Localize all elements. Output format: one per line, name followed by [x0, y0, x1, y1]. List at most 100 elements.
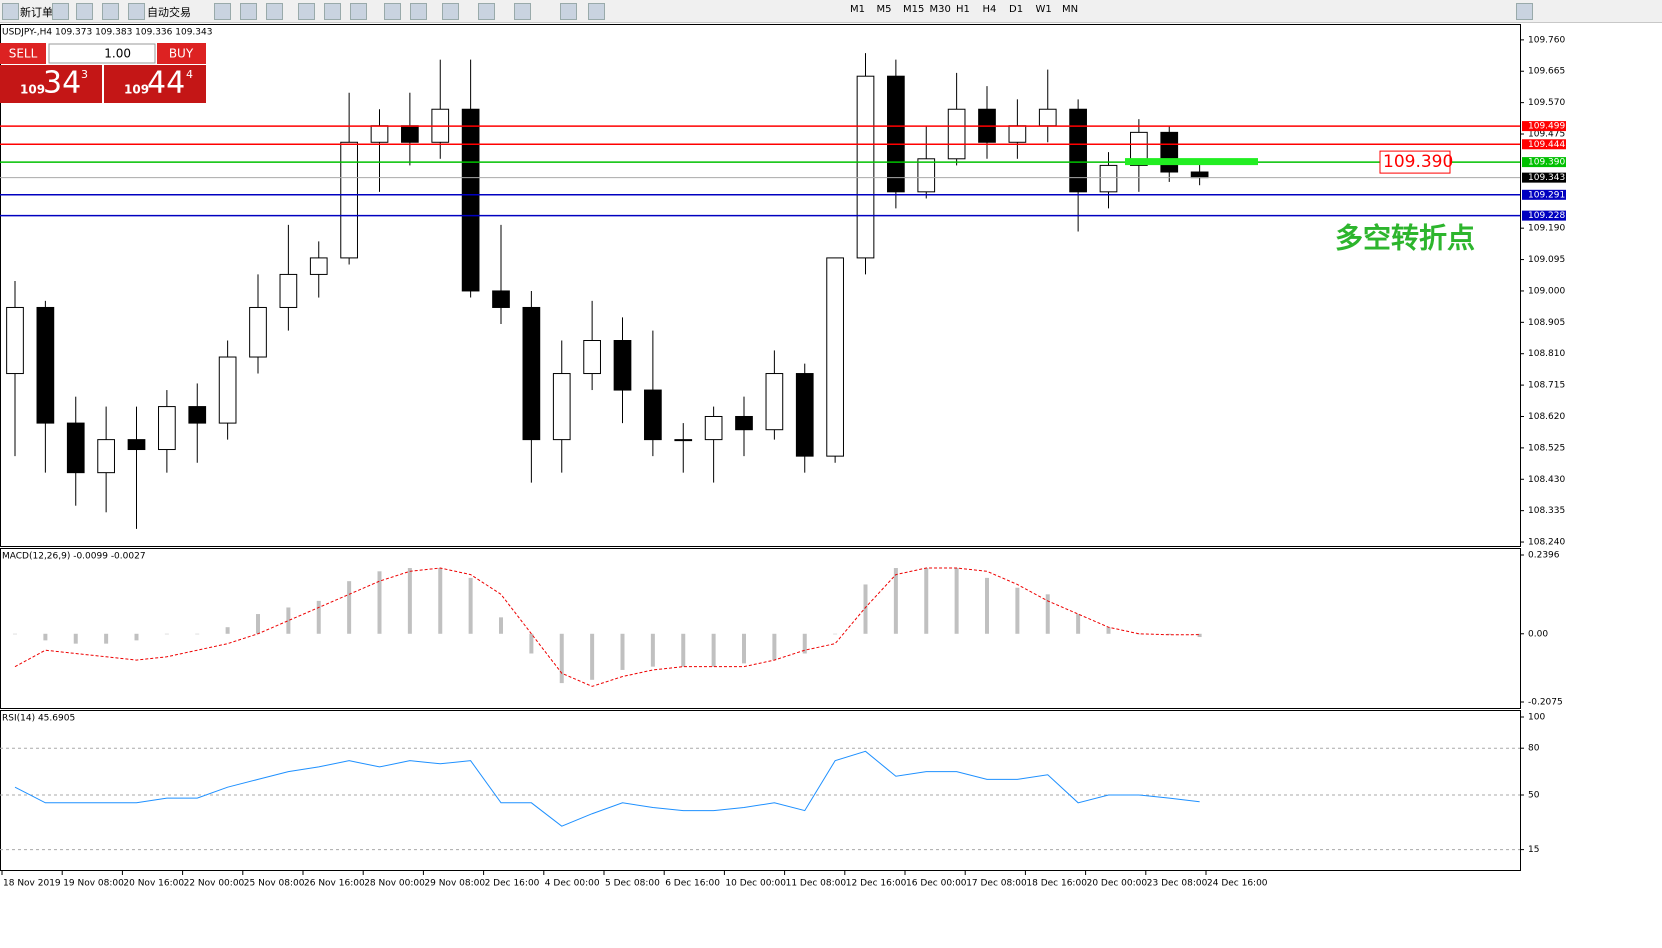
candle-body: [765, 373, 784, 431]
candle-body: [1130, 131, 1148, 166]
icon[interactable]: [214, 3, 231, 20]
candle-body: [66, 422, 85, 474]
macd-bar: [13, 633, 17, 635]
icon[interactable]: [410, 3, 427, 20]
candle-body: [674, 439, 693, 442]
macd-bar: [134, 633, 139, 641]
level-label-bg: [1522, 157, 1566, 168]
candle-body: [36, 306, 55, 424]
new-order-icon[interactable]: [2, 3, 19, 20]
y-tick-label: 80: [1528, 744, 1540, 754]
candle-body: [340, 141, 358, 259]
level-label-bg: [1522, 189, 1566, 200]
macd-bar: [1197, 633, 1202, 638]
candle-body: [795, 373, 814, 457]
search-icon[interactable]: [1516, 3, 1533, 20]
candle-body: [309, 257, 328, 275]
y-tick-label: -0.2075: [1528, 698, 1563, 708]
x-tick-label: 4 Dec 00:00: [545, 879, 600, 889]
level-label: 109.444: [1528, 140, 1565, 150]
buy-price-box[interactable]: [104, 65, 206, 103]
timeframe-button[interactable]: MN: [1062, 4, 1079, 15]
timeframe-button[interactable]: W1: [1035, 4, 1052, 15]
macd-bar: [225, 627, 230, 634]
y-tick-label: 15: [1528, 845, 1539, 855]
candle-body: [401, 125, 419, 143]
auto-trading-icon[interactable]: [128, 3, 145, 20]
sell-price-box[interactable]: [0, 65, 102, 103]
macd-bar: [1136, 633, 1141, 635]
macd-bar: [499, 617, 503, 634]
toolbar: 新订单 自动交易 M1 M5 M15 M30 H1 H4 D1 W1 MN: [0, 0, 1662, 23]
price-fraction: 4: [186, 68, 193, 81]
x-tick-label: 29 Nov 08:00: [424, 879, 485, 889]
level-label-bg: [1522, 139, 1566, 150]
icon[interactable]: [478, 3, 495, 20]
icon[interactable]: [240, 3, 257, 20]
timeframe-button[interactable]: H4: [982, 4, 997, 15]
icon[interactable]: [514, 3, 531, 20]
macd-bar: [742, 633, 746, 664]
icon[interactable]: [588, 3, 605, 20]
candle-body: [522, 306, 541, 441]
icon[interactable]: [350, 3, 367, 20]
sell-label: SELL: [9, 47, 38, 61]
y-tick-label: 100: [1528, 713, 1545, 723]
timeframe-button[interactable]: M15: [903, 4, 925, 15]
candle-body: [158, 406, 176, 451]
macd-title: MACD(12,26,9) -0.0099 -0.0027: [2, 552, 146, 562]
timeframe-button[interactable]: M5: [876, 4, 892, 15]
candle-body: [613, 340, 632, 391]
sell-button[interactable]: [0, 43, 46, 64]
candle-body: [1008, 125, 1027, 143]
icon[interactable]: [384, 3, 401, 20]
y-tick-label: 109.760: [1528, 35, 1565, 45]
timeframe-button[interactable]: M30: [929, 4, 951, 15]
candle-body: [887, 75, 905, 193]
x-tick-label: 18 Dec 16:00: [1026, 879, 1087, 889]
buy-button[interactable]: [157, 43, 206, 64]
rsi-line: [14, 750, 1200, 827]
icon[interactable]: [324, 3, 341, 20]
y-tick-label: 109.475: [1528, 130, 1565, 140]
trade-panel: SELL 1.00 BUY 109 34 3 109 44 4: [0, 43, 206, 103]
x-tick-label: 24 Dec 16:00: [1207, 879, 1268, 889]
icon[interactable]: [442, 3, 459, 20]
candle-body: [1160, 131, 1179, 173]
icon[interactable]: [102, 3, 119, 20]
current-price-label: 109.343: [1528, 173, 1565, 183]
macd-bar: [529, 633, 534, 654]
macd-bar: [1015, 587, 1020, 634]
auto-trading-button[interactable]: 自动交易: [147, 6, 191, 19]
y-tick-label: 108.335: [1528, 506, 1565, 516]
icon[interactable]: [266, 3, 283, 20]
macd-bar: [559, 633, 564, 684]
timeframe-button[interactable]: H1: [956, 4, 970, 15]
macd-bar: [104, 633, 109, 644]
x-tick-label: 28 Nov 00:00: [364, 879, 425, 889]
y-tick-label: 108.715: [1528, 381, 1565, 391]
macd-bar: [833, 633, 838, 635]
timeframe-button[interactable]: M1: [850, 4, 865, 15]
macd-bar: [620, 633, 625, 670]
new-order-button[interactable]: 新订单: [20, 6, 53, 19]
candle-body: [644, 389, 662, 441]
icon[interactable]: [52, 3, 69, 20]
macd-bar: [286, 607, 291, 634]
icon[interactable]: [298, 3, 315, 20]
x-tick-label: 17 Dec 08:00: [966, 879, 1027, 889]
level-label-bg: [1522, 121, 1566, 132]
level-label-bg: [1522, 210, 1566, 221]
rsi-title: RSI(14) 45.6905: [2, 714, 75, 724]
icon[interactable]: [76, 3, 93, 20]
y-tick-label: 108.810: [1528, 349, 1565, 359]
level-label: 109.499: [1528, 122, 1565, 132]
timeframe-button[interactable]: D1: [1009, 4, 1024, 15]
chart: USDJPY-,H4 109.373 109.383 109.336 109.3…: [0, 24, 1566, 889]
macd-signal: [14, 567, 1200, 687]
lot-input[interactable]: [48, 43, 156, 64]
icon[interactable]: [560, 3, 577, 20]
x-tick-label: 23 Dec 08:00: [1147, 879, 1208, 889]
y-tick-label: 109.570: [1528, 98, 1565, 108]
